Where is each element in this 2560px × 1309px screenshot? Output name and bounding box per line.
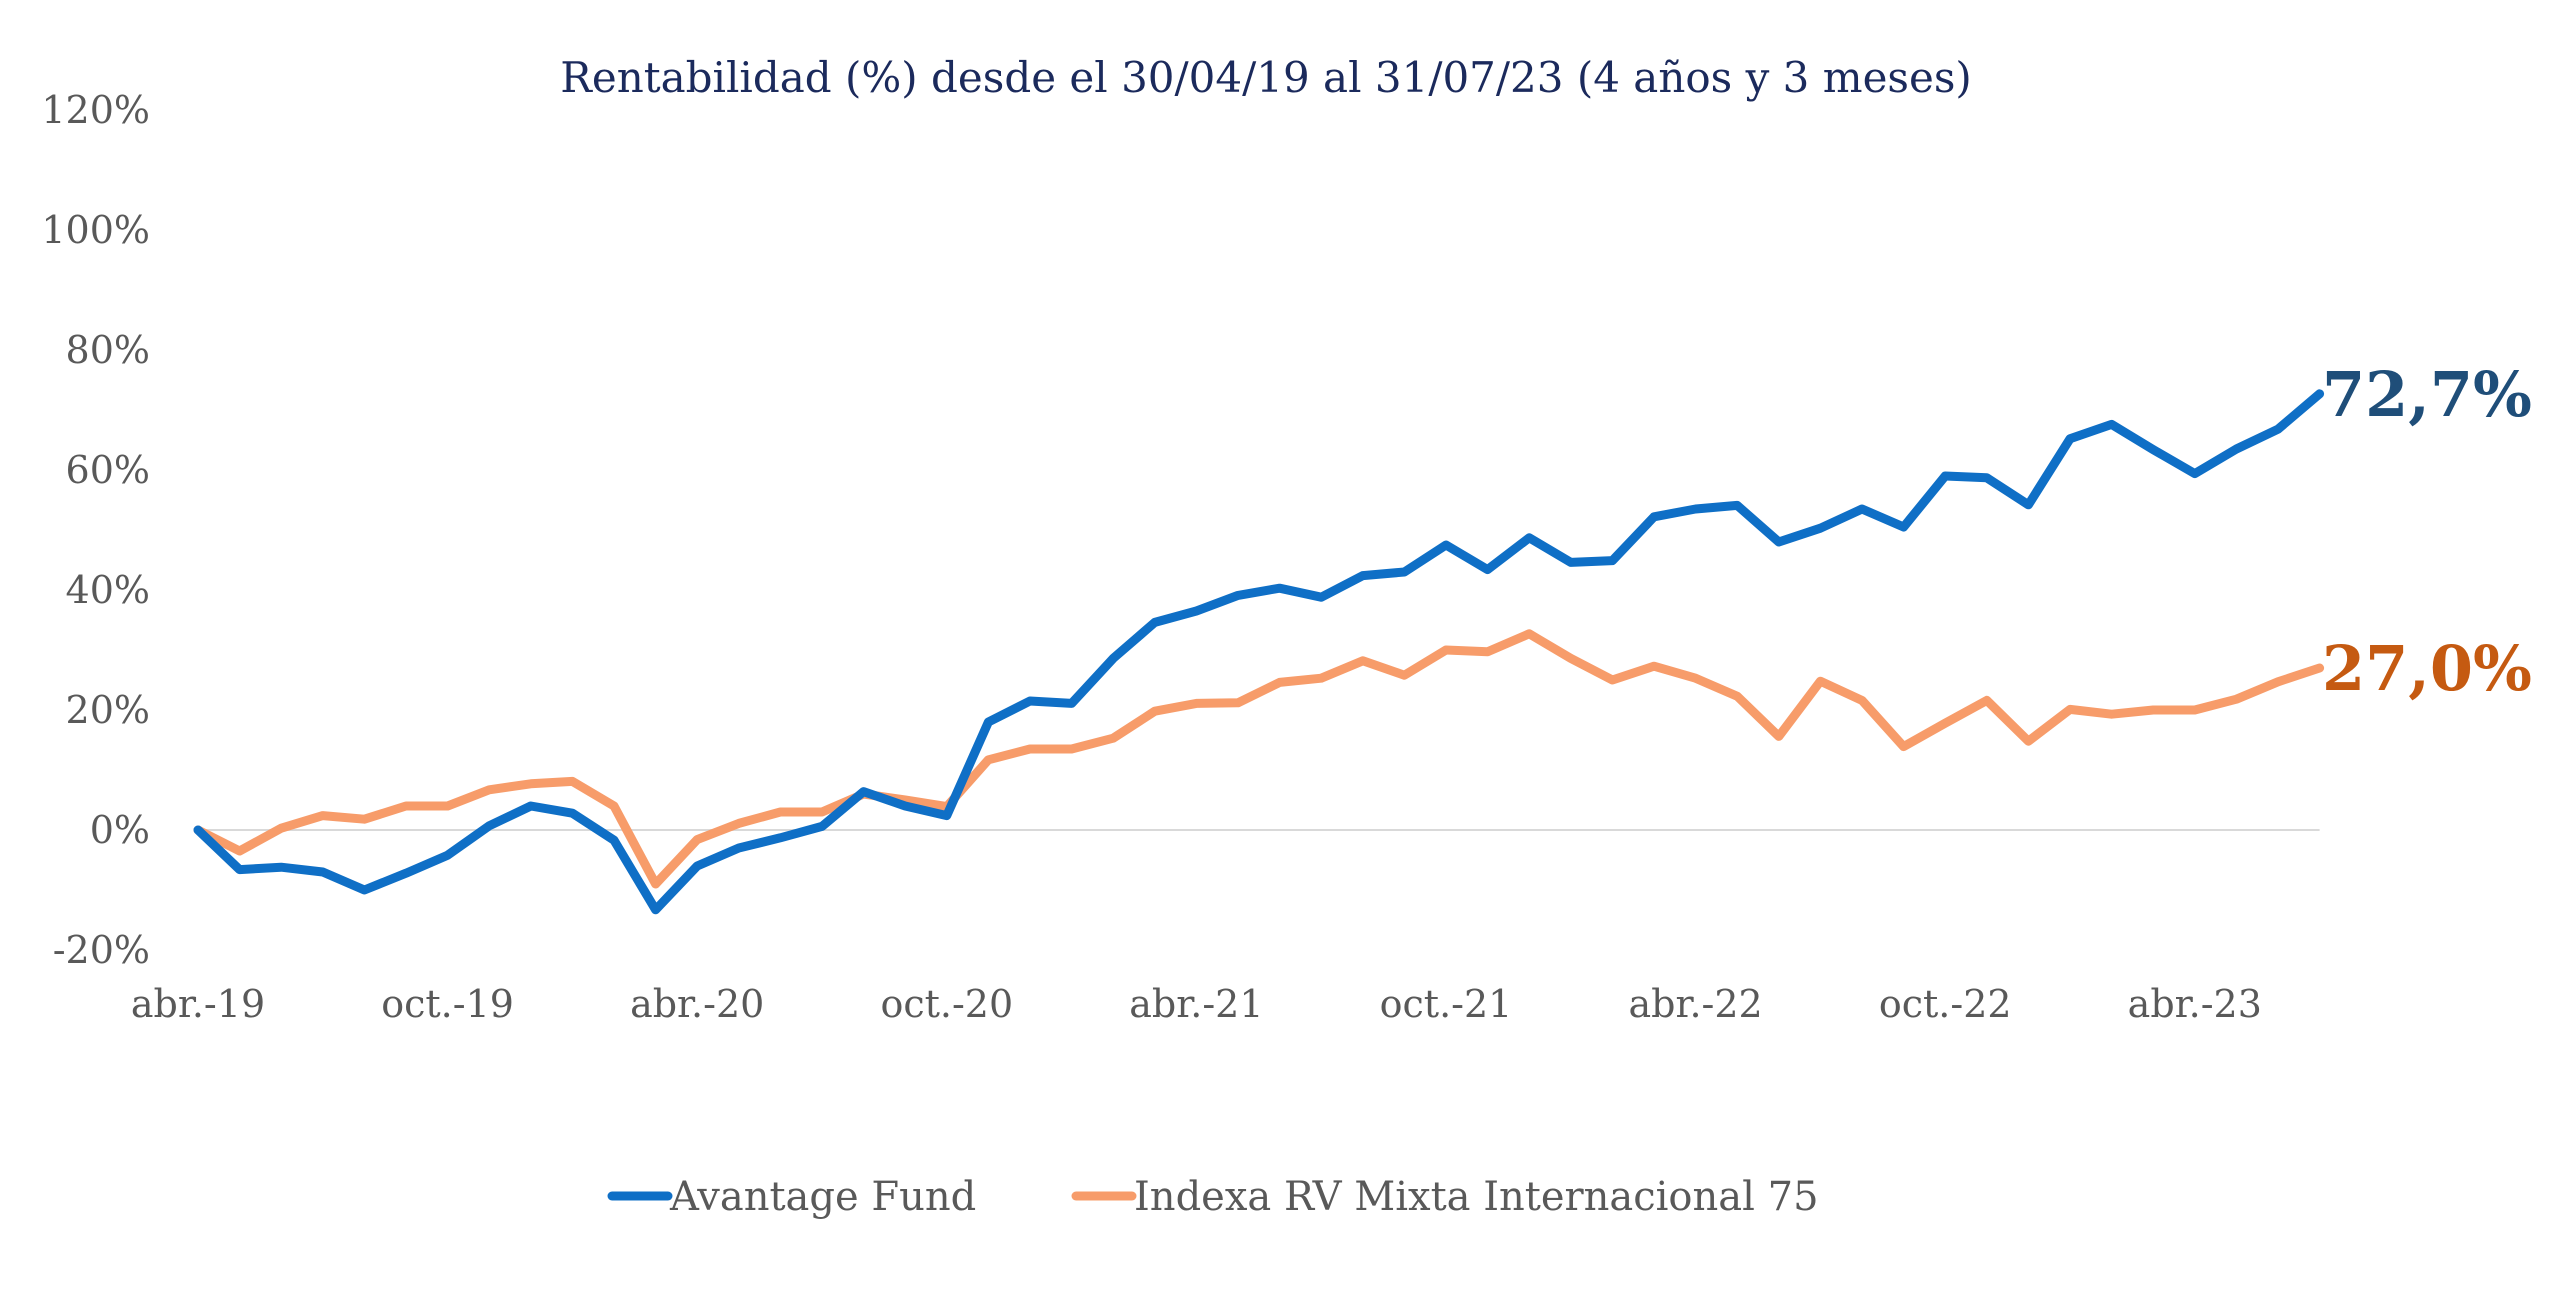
y-tick-label: 120% [41, 88, 150, 132]
x-axis: abr.-19 oct.-19 abr.-20 oct.-20 abr.-21 oct.-… [131, 982, 2262, 1026]
x-tick-label: abr.-19 [131, 982, 265, 1026]
y-tick-label: 60% [66, 448, 150, 492]
y-tick-label: -20% [53, 928, 150, 972]
x-tick-label: abr.-22 [1628, 982, 1762, 1026]
chart-title: Rentabilidad (%) desde el 30/04/19 al 31… [560, 53, 1972, 102]
y-tick-label: 20% [66, 688, 150, 732]
end-value-label: 27,0% [2322, 632, 2532, 705]
x-tick-label: oct.-19 [381, 982, 514, 1026]
series-layer [193, 389, 2325, 915]
x-tick-label: oct.-21 [1380, 982, 1513, 1026]
end-labels: 72,7% 27,0% [2322, 358, 2532, 705]
legend-label: Avantage Fund [669, 1174, 976, 1220]
y-tick-label: 80% [66, 328, 150, 372]
y-tick-label: 100% [41, 208, 150, 252]
x-tick-label: abr.-23 [2128, 982, 2262, 1026]
legend-label: Indexa RV Mixta Internacional 75 [1134, 1174, 1819, 1220]
x-tick-label: abr.-21 [1129, 982, 1263, 1026]
x-tick-label: abr.-20 [630, 982, 764, 1026]
x-tick-label: oct.-20 [880, 982, 1013, 1026]
series-line-indexa-rv-mixta [193, 629, 2325, 889]
y-tick-label: 0% [90, 808, 150, 852]
y-tick-label: 40% [66, 568, 150, 612]
end-value-label: 72,7% [2322, 358, 2532, 431]
series-line-avantage-fund [193, 389, 2325, 915]
y-axis: -20% 0% 20% 40% 60% 80% 100% 120% [41, 88, 150, 972]
legend: Avantage Fund Indexa RV Mixta Internacion… [607, 1174, 1819, 1220]
x-tick-label: oct.-22 [1879, 982, 2012, 1026]
